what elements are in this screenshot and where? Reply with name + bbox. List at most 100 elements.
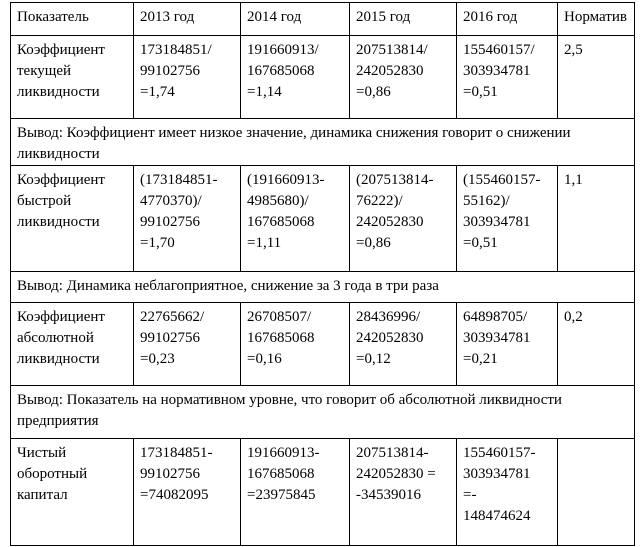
cell-text: 155460157/: [463, 42, 535, 58]
header-cell: Показатель: [10, 2, 134, 36]
cell-text: =0,21: [463, 351, 498, 367]
conclusion-text: Вывод: Показатель на нормативном уровне,…: [17, 392, 562, 408]
cell-text: Коэффициент: [17, 42, 105, 58]
cell-text: ликвидности: [17, 84, 100, 100]
header-cell: Норматив: [557, 2, 635, 36]
cell-text: 28436996/: [356, 309, 421, 325]
value-cell: 64898705/303934781 =0,21: [456, 302, 558, 386]
cell-text: 4770370)/: [140, 193, 202, 209]
data-row: Коэффициент абсолютной ликвидности 22765662…: [10, 302, 635, 386]
header-cell: 2013 год: [133, 2, 241, 36]
cell-text: =0,16: [247, 351, 282, 367]
cell-text: -34539016: [356, 487, 421, 503]
value-cell: 22765662/99102756 =0,23: [133, 302, 241, 386]
cell-text: 167685068: [247, 63, 315, 79]
cell-text: 22765662/: [140, 309, 205, 325]
cell-text: 99102756: [140, 63, 200, 79]
cell-text: 303934781: [463, 214, 531, 230]
conclusion-text: ликвидности: [17, 146, 100, 162]
header-text: 2013 год: [140, 9, 195, 25]
cell-text: Коэффициент: [17, 172, 105, 188]
header-cell: 2015 год: [349, 2, 457, 36]
conclusion-cell: Вывод: Динамика неблагоприятное, снижени…: [10, 271, 635, 303]
value-cell: 155460157/303934781 =0,51: [456, 35, 558, 119]
cell-text: =74082095: [140, 487, 209, 503]
cell-text: =0,86: [356, 84, 391, 100]
cell-text: ликвидности: [17, 351, 100, 367]
cell-text: 167685068: [247, 466, 315, 482]
cell-text: =0,12: [356, 351, 391, 367]
cell-text: 191660913/: [247, 42, 319, 58]
cell-text: 148474624: [463, 508, 531, 524]
cell-text: =0,51: [463, 84, 498, 100]
value-cell: 0,2: [557, 302, 635, 386]
cell-text: 242052830: [356, 63, 424, 79]
cell-text: 76222)/: [356, 193, 403, 209]
cell-text: 26708507/: [247, 309, 312, 325]
conclusion-text: предприятия: [17, 413, 99, 429]
cell-text: 4985680)/: [247, 193, 309, 209]
header-text: 2014 год: [247, 9, 302, 25]
value-cell: 173184851- 99102756 =74082095: [133, 438, 241, 546]
cell-text: 99102756: [140, 330, 200, 346]
value-cell: 155460157- 303934781 =- 148474624: [456, 438, 558, 546]
cell-text: =1,70: [140, 235, 175, 251]
value-cell: 191660913/167685068 =1,14: [240, 35, 350, 119]
value-cell: 28436996/242052830 =0,12: [349, 302, 457, 386]
cell-text: 55162)/: [463, 193, 510, 209]
cell-text: =1,11: [247, 235, 282, 251]
indicator-cell: Коэффициент текущей ликвидности: [10, 35, 134, 119]
header-text: 2015 год: [356, 9, 411, 25]
value-cell: (191660913- 4985680)/ 167685068 =1,11: [240, 165, 350, 272]
value-cell: 173184851/99102756 =1,74: [133, 35, 241, 119]
cell-text: оборотный: [17, 466, 88, 482]
value-cell: 191660913- 167685068 =23975845: [240, 438, 350, 546]
cell-text: 191660913-: [247, 445, 320, 461]
cell-text: =0,86: [356, 235, 391, 251]
cell-text: ликвидности: [17, 214, 100, 230]
indicator-cell: Чистый оборотный капитал: [10, 438, 134, 546]
indicator-cell: Коэффициент абсолютной ликвидности: [10, 302, 134, 386]
cell-text: 99102756: [140, 466, 200, 482]
cell-text: 167685068: [247, 330, 315, 346]
cell-text: 2,5: [564, 42, 583, 58]
conclusion-row: Вывод: Динамика неблагоприятное, снижени…: [10, 271, 635, 303]
cell-text: (191660913-: [247, 172, 325, 188]
header-text: Норматив: [564, 9, 627, 25]
header-row: Показатель 2013 год 2014 год 2015 год 2016 г…: [10, 2, 635, 36]
data-row: Коэффициент быстрой ликвидности (173184851-…: [10, 165, 635, 272]
cell-text: 64898705/: [463, 309, 528, 325]
conclusion-text: Вывод: Динамика неблагоприятное, снижени…: [17, 278, 439, 294]
cell-text: (173184851-: [140, 172, 218, 188]
cell-text: 155460157-: [463, 445, 536, 461]
header-cell: 2014 год: [240, 2, 350, 36]
data-row: Чистый оборотный капитал 173184851- 99102756…: [10, 438, 635, 546]
indicator-table: Показатель 2013 год 2014 год 2015 год 2016 г…: [10, 2, 635, 546]
conclusion-text: Вывод: Коэффициент имеет низкое значение…: [17, 125, 571, 141]
cell-text: 173184851-: [140, 445, 213, 461]
cell-text: 1,1: [564, 172, 583, 188]
cell-text: 242052830: [356, 214, 424, 230]
cell-text: Чистый: [17, 445, 67, 461]
cell-text: 207513814-: [356, 445, 429, 461]
conclusion-row: Вывод: Показатель на нормативном уровне,…: [10, 385, 635, 439]
cell-text: =23975845: [247, 487, 316, 503]
cell-text: 0,2: [564, 309, 583, 325]
cell-text: 303934781: [463, 63, 531, 79]
value-cell: 26708507/167685068 =0,16: [240, 302, 350, 386]
cell-text: Коэффициент: [17, 309, 105, 325]
cell-text: =0,23: [140, 351, 175, 367]
cell-text: 242052830 =: [356, 466, 436, 482]
cell-text: 303934781: [463, 330, 531, 346]
cell-text: =1,74: [140, 84, 175, 100]
header-text: 2016 год: [463, 9, 518, 25]
value-cell: (207513814- 76222)/ 242052830 =0,86: [349, 165, 457, 272]
conclusion-cell: Вывод: Показатель на нормативном уровне,…: [10, 385, 635, 439]
cell-text: текущей: [17, 63, 72, 79]
cell-text: 167685068: [247, 214, 315, 230]
value-cell: (155460157- 55162)/ 303934781 =0,51: [456, 165, 558, 272]
cell-text: =1,14: [247, 84, 282, 100]
cell-text: 99102756: [140, 214, 200, 230]
cell-text: 207513814/: [356, 42, 428, 58]
